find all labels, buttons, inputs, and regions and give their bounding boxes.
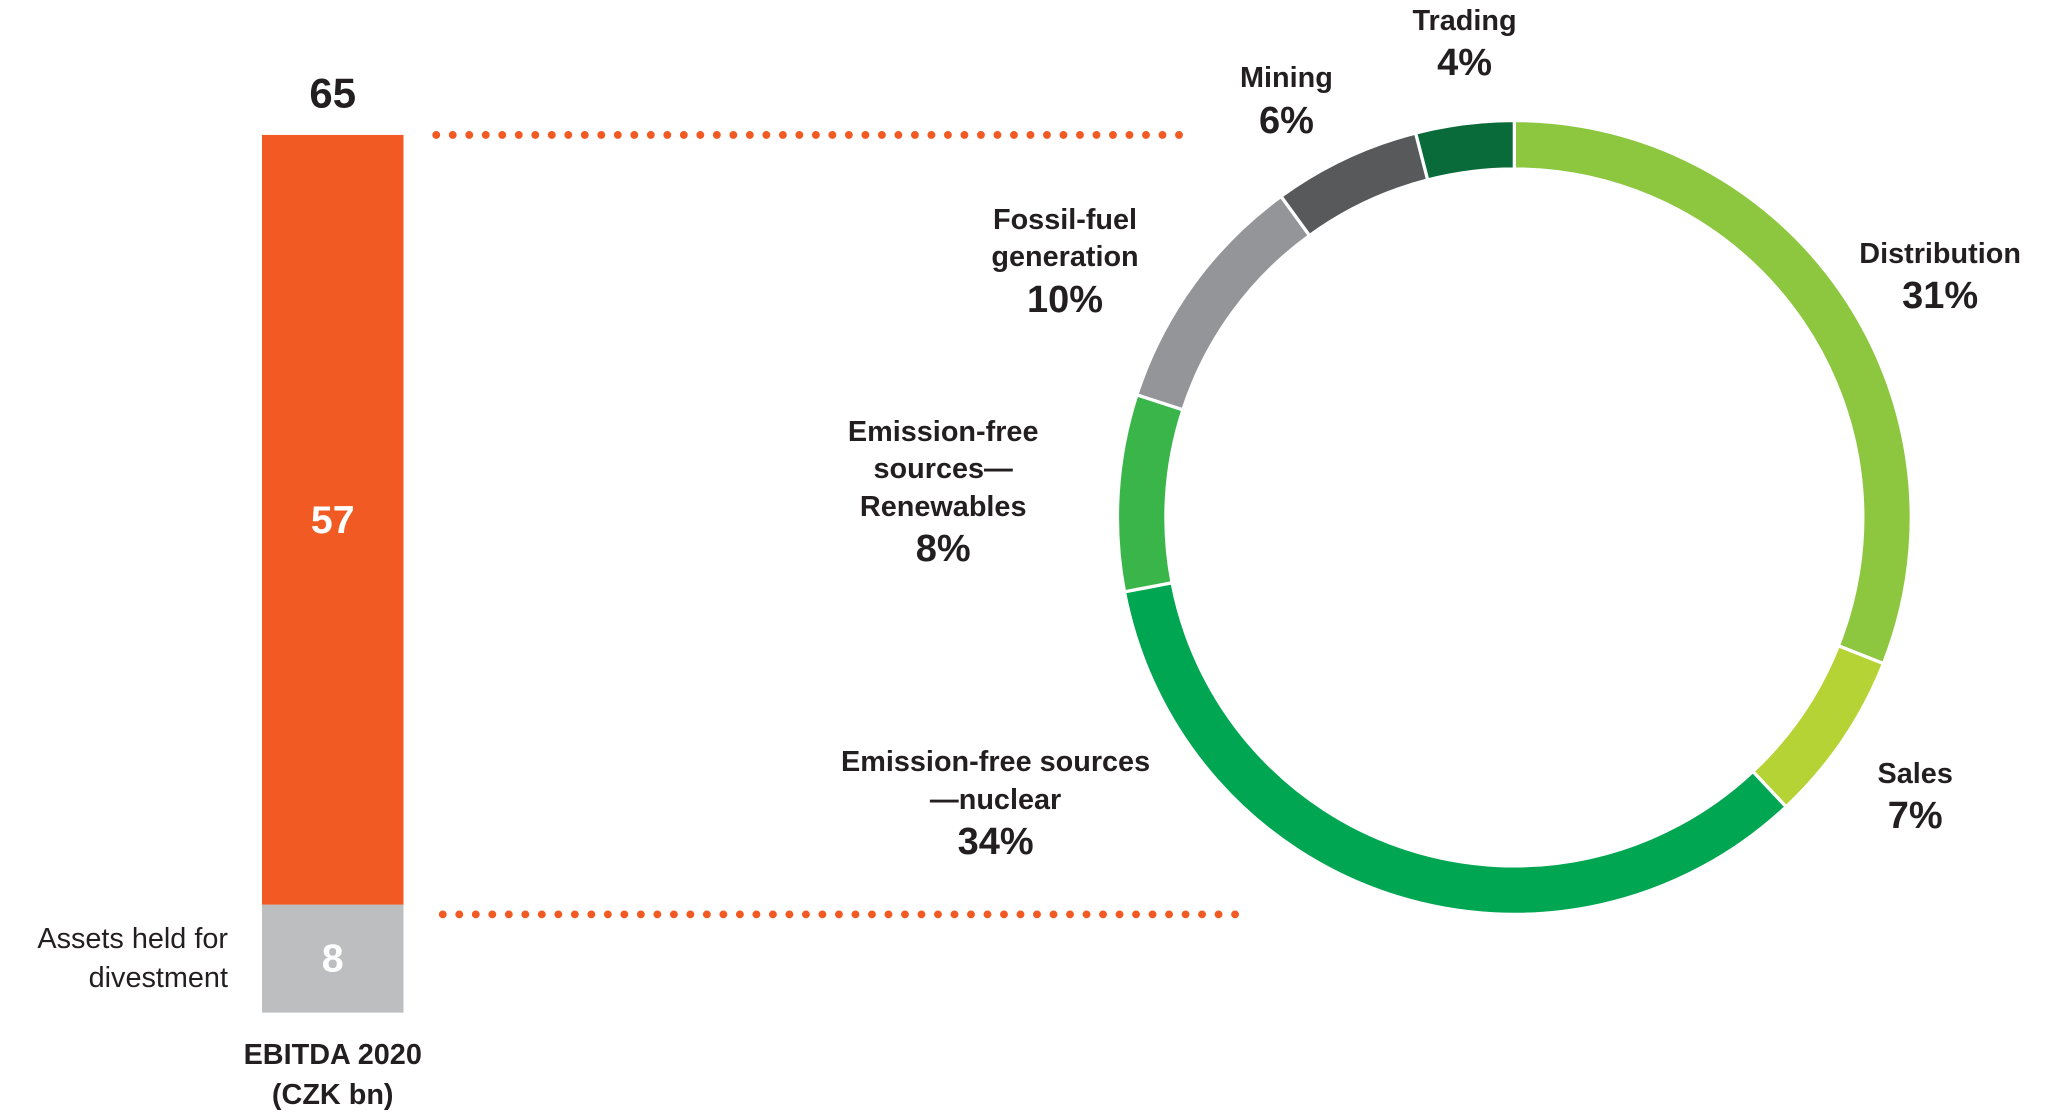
segment-percent: 10% [1027, 278, 1104, 321]
bar-value-label: 57 [311, 498, 355, 542]
donut-segment [1413, 118, 1516, 182]
segment-percent: 7% [1887, 795, 1943, 838]
segment-percent: 6% [1258, 99, 1314, 142]
segment-name: Distribution [1859, 237, 2021, 270]
segment-percent: 4% [1437, 42, 1493, 85]
donut-segment [1115, 392, 1186, 594]
segment-label: Trading 4% [1386, 3, 1543, 88]
segment-name: Assets held for divestment [37, 922, 228, 994]
segment-name: Emission-free sources—Renewables [847, 415, 1039, 523]
segment-name: Mining [1240, 62, 1333, 95]
segment-label: Emission-free sources—nuclear 34% [838, 744, 1152, 866]
donut-segment [1278, 130, 1430, 238]
segment-label: Mining 6% [1208, 60, 1365, 145]
segment-percent: 8% [915, 528, 971, 571]
donut-segment [1122, 580, 1789, 916]
segment-percent: 31% [1902, 275, 1979, 318]
segment-label: Sales 7% [1837, 756, 1994, 841]
segment-percent: 34% [957, 820, 1034, 863]
bar-total-label: 65 [309, 69, 356, 116]
bar-segment [262, 904, 404, 1013]
segment-name: Fossil-fuel generation [991, 203, 1139, 274]
segment-name: Trading [1412, 4, 1517, 37]
segment-name: Emission-free sources—nuclear [841, 746, 1151, 816]
segment-name: Sales [1877, 757, 1953, 790]
bar-segment [262, 134, 404, 905]
bar-value-label: 8 [322, 937, 344, 981]
x-axis-label: EBITDA 2020 (CZK bn) [243, 1038, 422, 1112]
donut-segment [1512, 118, 1913, 666]
segment-label: Distribution 31% [1809, 236, 2056, 321]
segment-label: Emission-free sources—Renewables 8% [825, 414, 1061, 574]
segment-label: Fossil-fuel generation 10% [967, 202, 1164, 324]
